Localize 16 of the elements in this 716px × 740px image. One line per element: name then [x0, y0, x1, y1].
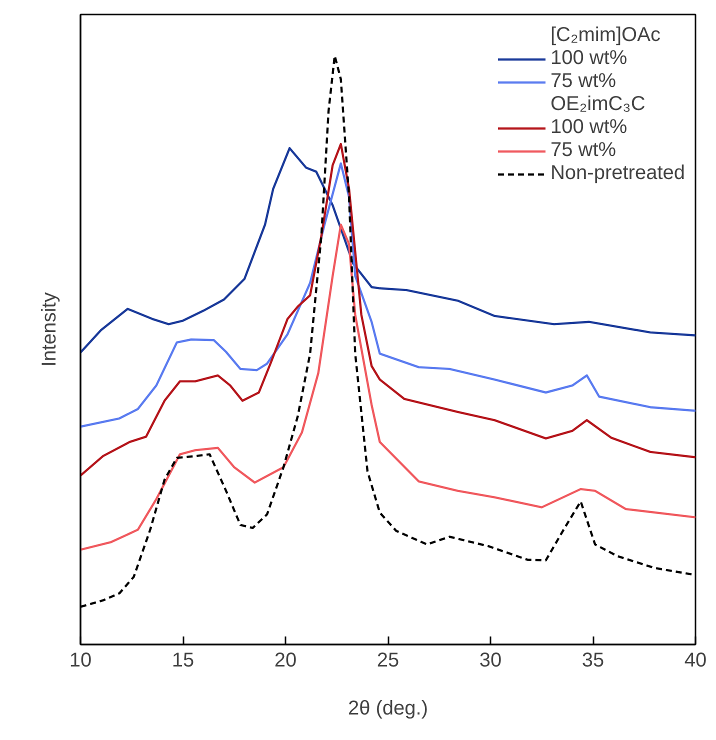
x-tick-label: 30 — [479, 650, 502, 672]
x-axis-title: 2θ (deg.) — [348, 698, 428, 720]
annotation: OE₂imC₃C — [550, 93, 646, 116]
y-axis-title: Intensity — [38, 292, 60, 367]
x-tick-label: 20 — [274, 650, 297, 672]
x-tick-label: 35 — [582, 650, 604, 672]
x-tick-label: 40 — [684, 650, 707, 672]
legend-label: Non-pretreated — [550, 162, 685, 185]
legend-label: 75 wt% — [550, 70, 616, 93]
text: [C₂mim]OAc — [550, 24, 660, 47]
x-tick-label: 25 — [376, 650, 400, 672]
legend-label: 75 wt% — [550, 139, 616, 162]
legend-label: 100 wt% — [550, 47, 628, 70]
legend-label: 100 wt% — [550, 116, 628, 139]
x-tick-label: 10 — [69, 650, 92, 672]
x-tick-label: 15 — [172, 650, 194, 672]
